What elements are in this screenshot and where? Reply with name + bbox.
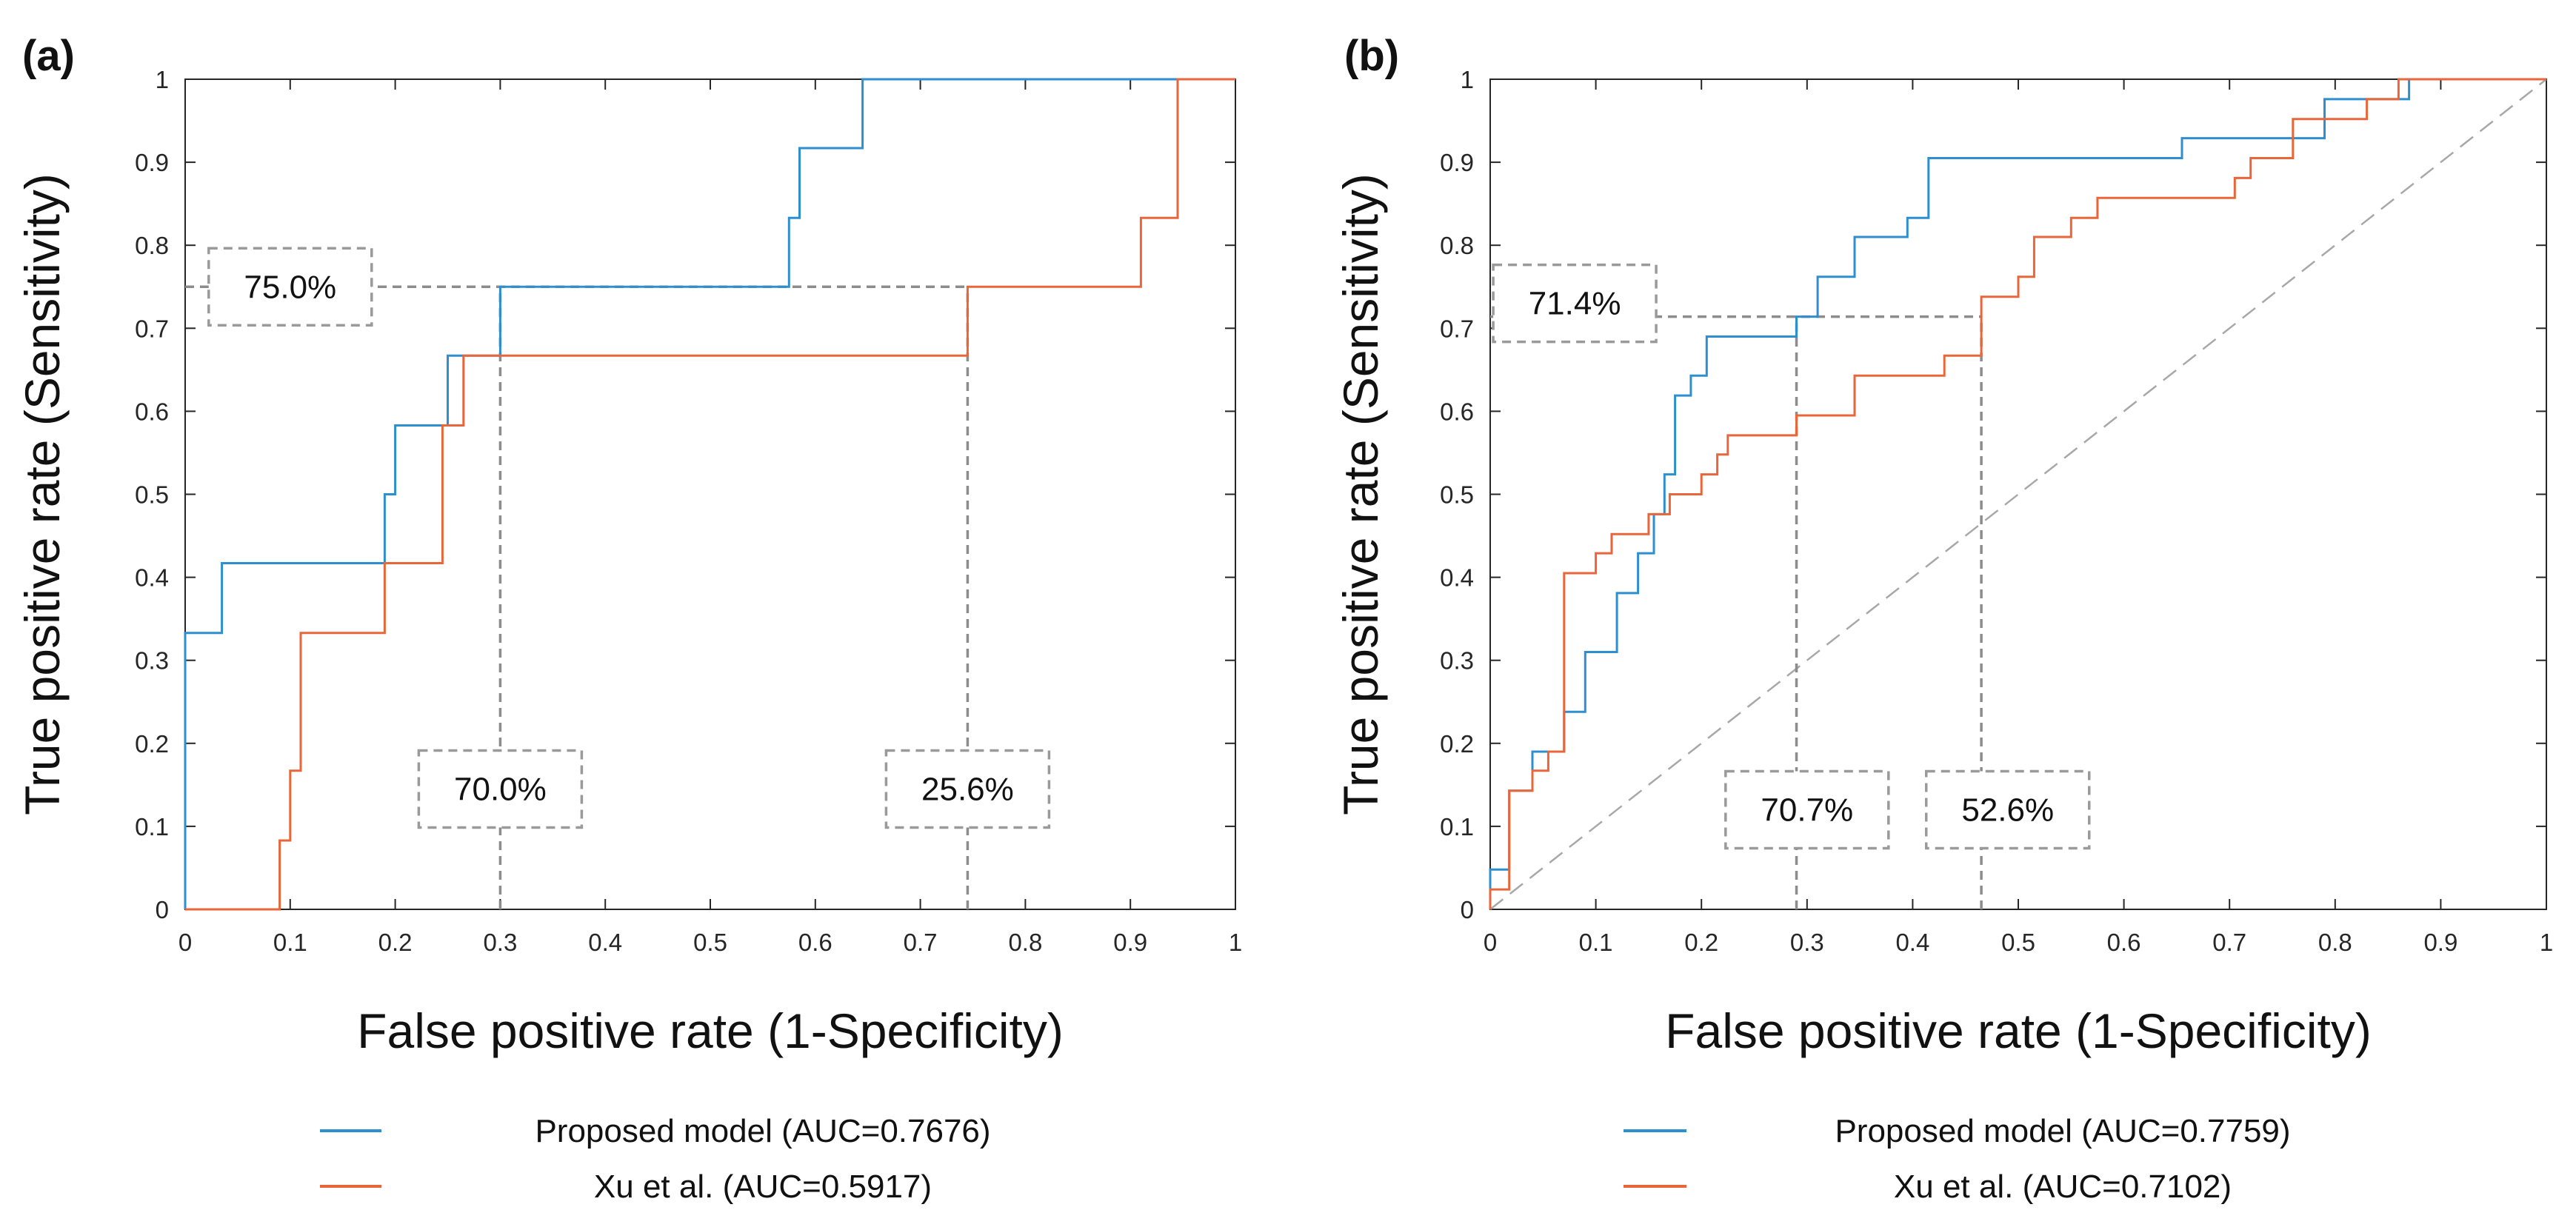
annotation-box (1724, 769, 1890, 850)
y-tick-label: 1 (1461, 66, 1474, 93)
x-tick-label: 1 (2540, 929, 2553, 956)
y-tick-label: 0.8 (135, 232, 169, 259)
annotation-box (1492, 263, 1658, 344)
roc-curve-series-1 (1489, 78, 2546, 909)
x-tick-label: 0.9 (1113, 929, 1147, 956)
y-tick-label: 0.7 (135, 315, 169, 342)
y-tick-label: 0.1 (1440, 813, 1474, 840)
y-tick-label: 0.8 (1440, 232, 1474, 259)
x-tick-label: 0.2 (1684, 929, 1718, 956)
x-tick-label: 0.4 (1895, 929, 1929, 956)
y-tick-label: 0.5 (1440, 481, 1474, 509)
x-tick-label: 1 (1229, 929, 1242, 956)
annotation-box (417, 749, 584, 829)
roc-panel-a: (a) 0 0.1 0.2 0.3 0.4 0.5 0.6 0.7 0.8 0.9 1 0 0.1 0.2 0… (15, 32, 1242, 1205)
annotation-label: 75.0% (244, 269, 336, 305)
annotation-box (1924, 769, 2091, 850)
y-tick-label: 0.3 (135, 647, 169, 675)
legend-entry: Proposed model (AUC=0.7676) (535, 1113, 990, 1149)
x-tick-label: 0.8 (1008, 929, 1042, 956)
x-tick-label: 0.2 (378, 929, 413, 956)
annotation-box (884, 749, 1051, 829)
x-tick-label: 0.5 (693, 929, 727, 956)
x-tick-label: 0.6 (2107, 929, 2141, 956)
y-tick-label: 0.3 (1440, 647, 1474, 675)
x-tick-label: 0.3 (483, 929, 517, 956)
annotation-label: 70.0% (454, 771, 547, 807)
y-tick-label: 0.5 (135, 481, 169, 509)
y-tick-label: 0.4 (135, 564, 169, 592)
y-tick-label: 0.6 (1440, 398, 1474, 425)
x-tick-label: 0.1 (273, 929, 307, 956)
y-tick-label: 1 (156, 66, 169, 93)
x-tick-label: 0.5 (2001, 929, 2035, 956)
chance-diagonal-line (1489, 78, 2547, 910)
x-tick-label: 0.9 (2423, 929, 2457, 956)
x-tick-label: 0.8 (2318, 929, 2352, 956)
y-axis-label: True positive rate (Sensitivity) (1333, 173, 1388, 815)
annotation-box (207, 247, 373, 327)
annotation-label: 52.6% (1961, 792, 2054, 828)
x-tick-label: 0.7 (2212, 929, 2246, 956)
y-tick-label: 0.1 (135, 813, 169, 840)
y-tick-label: 0.9 (135, 149, 169, 176)
y-tick-label: 0.4 (1440, 564, 1474, 592)
legend-entry: Xu et al. (AUC=0.5917) (594, 1169, 932, 1205)
y-axis-label: True positive rate (Sensitivity) (15, 173, 70, 815)
annotation-label: 71.4% (1529, 286, 1621, 322)
x-tick-label: 0.6 (798, 929, 832, 956)
annotation-label: 25.6% (921, 771, 1014, 807)
y-tick-label: 0.2 (135, 730, 169, 758)
annotation-label: 70.7% (1761, 792, 1853, 828)
x-tick-label: 0.7 (904, 929, 938, 956)
roc-curve-series-1 (185, 78, 1235, 911)
x-tick-label: 0 (1484, 929, 1497, 956)
x-tick-label: 0.1 (1579, 929, 1613, 956)
x-axis-label: False positive rate (1-Specificity) (357, 1003, 1064, 1058)
x-axis-label: False positive rate (1-Specificity) (1665, 1003, 2372, 1058)
panel-label: (b) (1344, 32, 1399, 80)
legend-entry: Xu et al. (AUC=0.7102) (1894, 1169, 2232, 1205)
y-tick-label: 0.6 (135, 398, 169, 425)
legend-entry: Proposed model (AUC=0.7759) (1835, 1113, 2290, 1149)
roc-curve-series-0 (184, 78, 1235, 909)
y-tick-label: 0.2 (1440, 730, 1474, 758)
x-tick-label: 0.4 (588, 929, 622, 956)
axes-box (184, 78, 1236, 910)
roc-panel-b: (b) 0 0.1 0.2 0.3 0.4 0.5 0.6 0.7 0.8 0.9 1 0 0.1 0.2 0… (1333, 32, 2553, 1205)
x-tick-label: 0 (178, 929, 192, 956)
y-tick-label: 0 (156, 896, 169, 923)
y-tick-label: 0.7 (1440, 315, 1474, 342)
x-tick-label: 0.3 (1790, 929, 1824, 956)
y-tick-label: 0.9 (1440, 149, 1474, 176)
y-tick-label: 0 (1461, 896, 1474, 923)
panel-label: (a) (22, 32, 75, 80)
